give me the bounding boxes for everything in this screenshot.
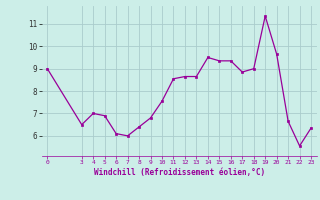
X-axis label: Windchill (Refroidissement éolien,°C): Windchill (Refroidissement éolien,°C)	[94, 168, 265, 177]
